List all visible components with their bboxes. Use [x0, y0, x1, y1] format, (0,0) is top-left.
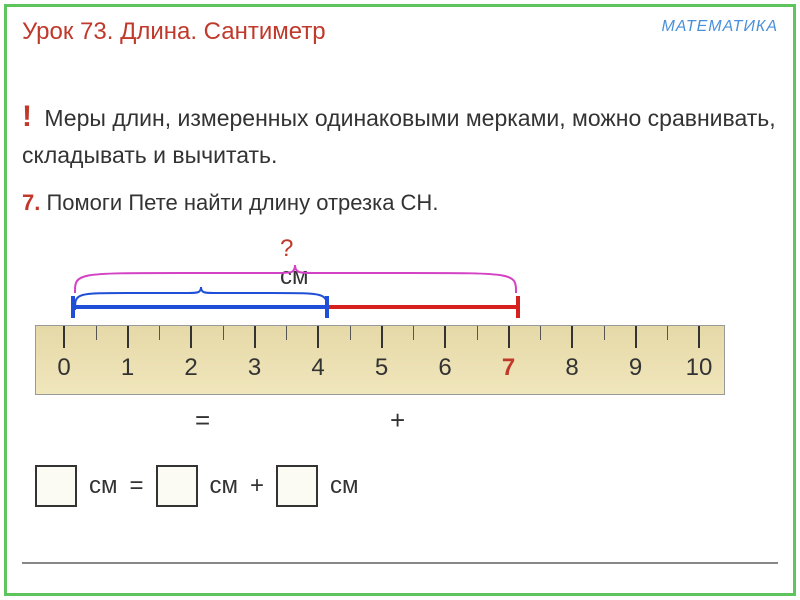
op-plus: + [250, 472, 264, 500]
tick-major [254, 326, 256, 348]
statement: ! Меры длин, измеренных одинаковыми мерк… [22, 95, 778, 172]
task-number: 7. [22, 190, 40, 215]
ruler-label: 10 [686, 354, 713, 382]
tick-minor [413, 326, 414, 340]
tick-major [444, 326, 446, 348]
tick-minor [223, 326, 224, 340]
segment-red [327, 305, 518, 309]
tick-minor [477, 326, 478, 340]
answer-box-2[interactable] [156, 465, 198, 507]
ruler-label: 0 [57, 354, 70, 382]
statement-text: Меры длин, измеренных одинаковыми меркам… [22, 105, 776, 168]
endcap-red-right [516, 296, 520, 318]
answer-box-3[interactable] [276, 465, 318, 507]
tick-minor [667, 326, 668, 340]
op-equals-under: = [195, 405, 210, 436]
tick-major [63, 326, 65, 348]
ruler-label: 3 [248, 354, 261, 382]
tick-major [190, 326, 192, 348]
tick-major [127, 326, 129, 348]
header: Урок 73. Длина. Сантиметр МАТЕМАТИКА [22, 18, 778, 46]
ruler-label: 4 [311, 354, 324, 382]
unit-1: см [89, 472, 118, 500]
ruler-label: 1 [121, 354, 134, 382]
task-text: Помоги Пете найти длину отрезка СН. [46, 190, 438, 215]
tick-major [698, 326, 700, 348]
tick-minor [604, 326, 605, 340]
ruler-label: 9 [629, 354, 642, 382]
divider [22, 562, 778, 564]
segment-blue [73, 305, 327, 309]
ruler-label: 8 [565, 354, 578, 382]
ruler-label: 2 [184, 354, 197, 382]
exclamation-icon: ! [22, 100, 32, 133]
ruler-label: 5 [375, 354, 388, 382]
endcap-blue-left [71, 296, 75, 318]
equation-row: см = см + см [35, 465, 359, 507]
subject-label: МАТЕМАТИКА [661, 18, 778, 46]
ruler: 0 1 2 3 4 5 6 7 8 9 10 [35, 325, 725, 395]
ruler-label: 7 [502, 354, 515, 382]
tick-major [317, 326, 319, 348]
tick-minor [350, 326, 351, 340]
unit-3: см [330, 472, 359, 500]
tick-minor [96, 326, 97, 340]
unit-2: см [210, 472, 239, 500]
tick-minor [540, 326, 541, 340]
question-mark: ? [280, 235, 293, 262]
tick-minor [286, 326, 287, 340]
tick-major [635, 326, 637, 348]
ruler-label: 6 [438, 354, 451, 382]
tick-major [508, 326, 510, 348]
task: 7. Помоги Пете найти длину отрезка СН. [22, 190, 778, 216]
op-equals: = [130, 472, 144, 500]
lesson-title: Урок 73. Длина. Сантиметр [22, 18, 326, 46]
endcap-blue-right [325, 296, 329, 318]
answer-box-1[interactable] [35, 465, 77, 507]
tick-major [381, 326, 383, 348]
op-plus-under: + [390, 405, 405, 436]
tick-major [571, 326, 573, 348]
tick-minor [159, 326, 160, 340]
